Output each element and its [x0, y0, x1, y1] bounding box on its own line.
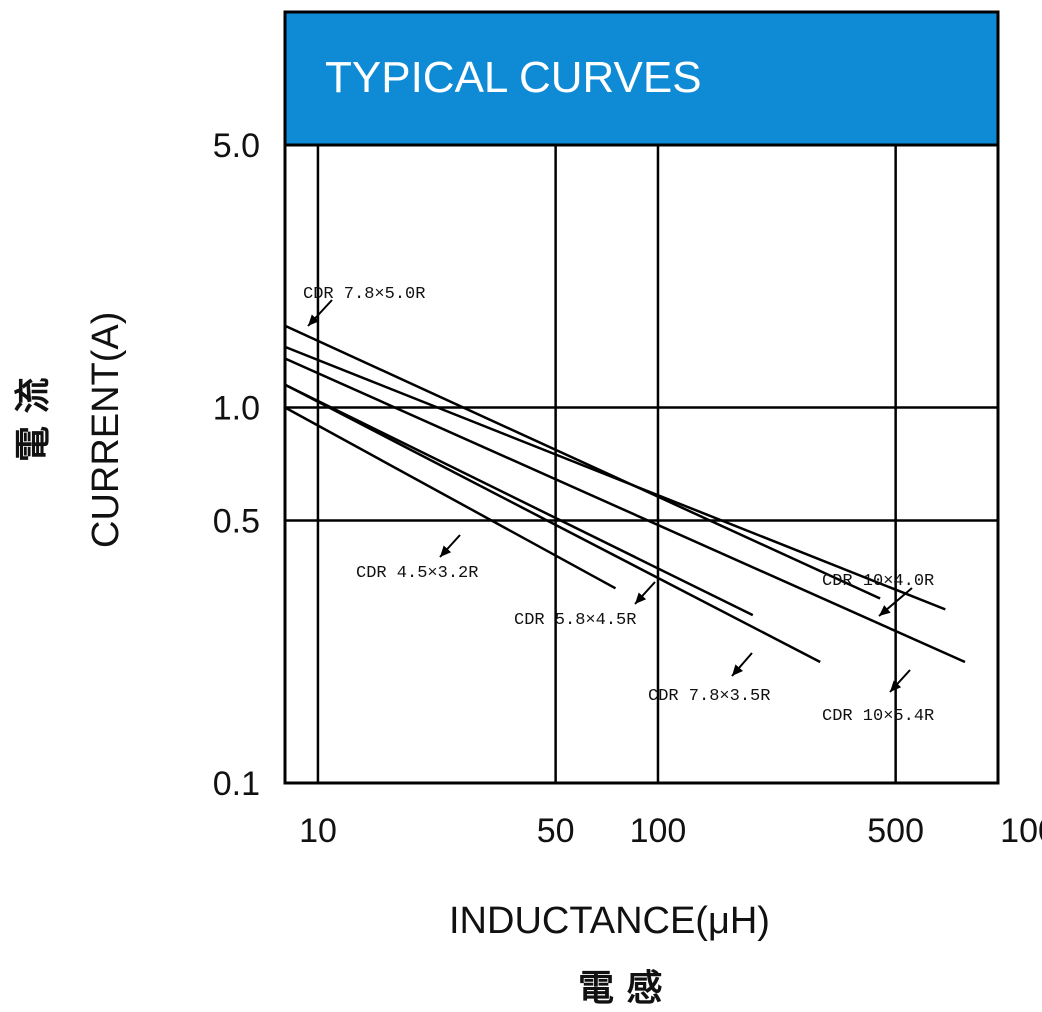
- label-arrow-head: [308, 314, 320, 326]
- series-line: [284, 357, 966, 664]
- series-line: [284, 324, 881, 600]
- x-tick-label: 50: [537, 812, 575, 850]
- series-label: CDR 10×5.4R: [822, 707, 934, 726]
- x-tick-label: 500: [867, 812, 924, 850]
- series-line: [284, 383, 754, 617]
- x-tick-label: 1000: [1000, 812, 1042, 850]
- y-tick-label: 1.0: [213, 389, 260, 427]
- series-lines: [284, 324, 966, 664]
- y-tick-labels: 0.1 0.5 1.0 5.0: [213, 127, 260, 803]
- label-arrow-head: [732, 664, 743, 676]
- series-line: [284, 383, 821, 664]
- plot-frame: [283, 10, 1000, 785]
- series-label: CDR 7.8×5.0R: [303, 285, 425, 304]
- title-banner: [285, 12, 998, 145]
- series-labels: CDR 7.8×5.0R CDR 10×4.0R CDR 10×5.4R CDR 4.…: [303, 285, 934, 726]
- x-axis-title-cjk: 電 感: [578, 967, 663, 1009]
- series-line: [284, 345, 946, 611]
- series-label: CDR 4.5×3.2R: [356, 564, 478, 583]
- x-axis-title: INDUCTANCE(μH): [449, 900, 770, 942]
- series-label: CDR 10×4.0R: [822, 572, 934, 591]
- y-tick-label: 5.0: [213, 127, 260, 165]
- label-arrow-head: [890, 680, 902, 692]
- series-line: [284, 406, 617, 590]
- y-tick-label: 0.5: [213, 503, 260, 541]
- y-axis-title: CURRENT(A): [85, 312, 127, 548]
- label-arrow-head: [635, 592, 647, 604]
- y-tick-label: 0.1: [213, 765, 260, 803]
- series-label: CDR 7.8×3.5R: [648, 687, 770, 706]
- chart-title: TYPICAL CURVES: [325, 53, 702, 102]
- x-tick-labels: 10 50 100 500 1000: [299, 812, 1042, 850]
- label-arrow-head: [879, 605, 891, 616]
- series-label: CDR 5.8×4.5R: [514, 611, 636, 630]
- label-arrow-head: [440, 545, 452, 557]
- grid: [285, 143, 998, 783]
- y-axis-title-cjk: 電 流: [12, 377, 54, 462]
- x-tick-label: 100: [630, 812, 687, 850]
- x-tick-label: 10: [299, 812, 337, 850]
